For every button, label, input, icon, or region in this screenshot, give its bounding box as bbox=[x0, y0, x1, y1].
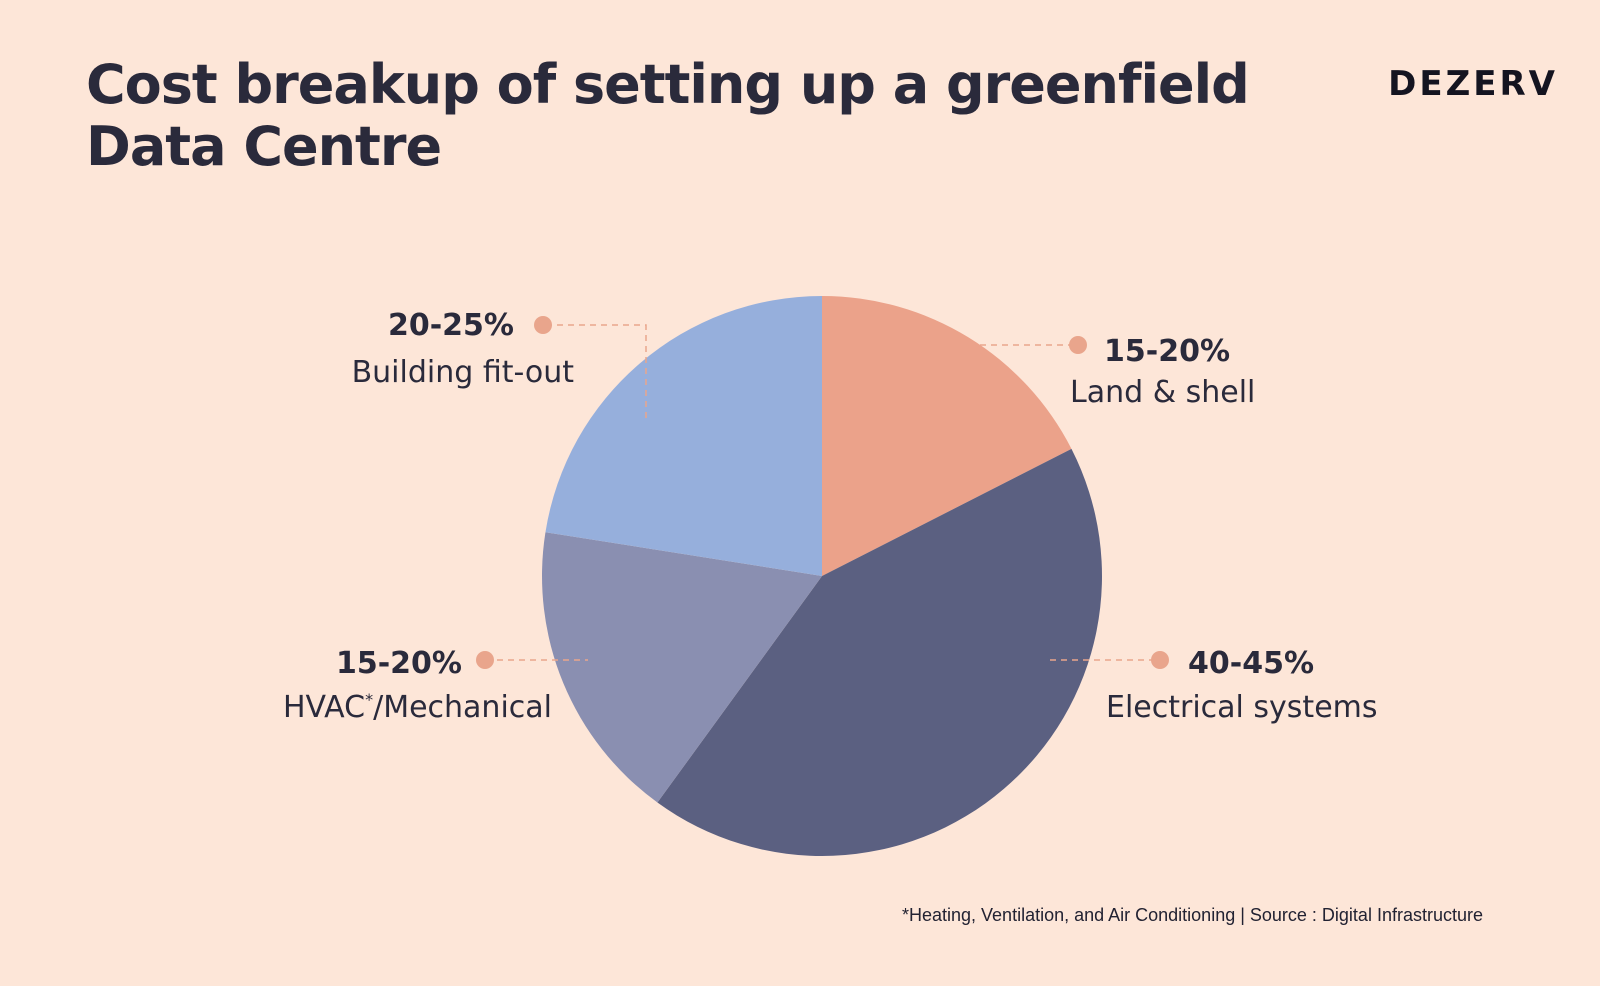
slice-range-building: 20-25% bbox=[388, 308, 514, 343]
slice-range-hvac: 15-20% bbox=[336, 646, 462, 681]
slice-label-electrical: Electrical systems bbox=[1106, 690, 1378, 725]
leader-dot-electrical bbox=[1151, 651, 1169, 669]
slice-range-land-shell: 15-20% bbox=[1104, 334, 1230, 369]
leader-dot-hvac bbox=[476, 651, 494, 669]
brand-logo: DEZERV bbox=[1388, 64, 1558, 104]
footnote-source: *Heating, Ventilation, and Air Condition… bbox=[901, 905, 1483, 925]
callout-leaders bbox=[476, 316, 1169, 669]
pie-slices bbox=[542, 296, 1102, 856]
chart-title: Cost breakup of setting up a greenfield … bbox=[86, 53, 1250, 178]
slice-land-shell bbox=[822, 296, 1072, 576]
slice-building bbox=[545, 296, 822, 576]
slice-label-building: Building fit-out bbox=[352, 355, 575, 390]
slice-label-hvac: HVAC*/Mechanical bbox=[283, 690, 552, 725]
slice-range-electrical: 40-45% bbox=[1188, 646, 1314, 681]
leader-dot-building bbox=[534, 316, 552, 334]
slice-label-land-shell: Land & shell bbox=[1070, 375, 1255, 410]
leader-line-building bbox=[546, 324, 647, 418]
slice-electrical bbox=[657, 448, 1102, 856]
leader-dot-land-shell bbox=[1069, 336, 1087, 354]
slice-hvac bbox=[542, 532, 822, 803]
